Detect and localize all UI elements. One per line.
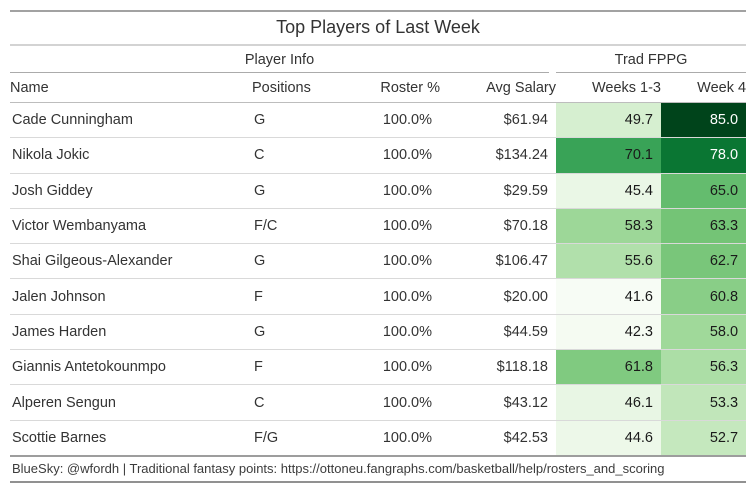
player-name-cell: James Harden (10, 314, 252, 351)
week-4-heat-cell: 53.3 (661, 384, 747, 421)
weeks-1-3-heat-cell: 44.6 (556, 420, 661, 457)
table-body: Cade Cunningham G 100.0% $61.94 49.7 85.… (10, 102, 747, 457)
group-header-player-info: Player Info (10, 45, 556, 73)
player-name-cell: Giannis Antetokounmpo (10, 349, 252, 386)
player-name-cell: Scottie Barnes (10, 420, 252, 457)
positions-cell: G (252, 102, 340, 139)
weeks-1-3-heat-cell: 70.1 (556, 137, 661, 174)
avg-salary-cell: $61.94 (440, 102, 556, 139)
avg-salary-cell: $20.00 (440, 278, 556, 315)
top-players-table: Top Players of Last Week Player Info Tra… (10, 10, 747, 483)
week-4-heat-cell: 52.7 (661, 420, 747, 457)
player-name-cell: Cade Cunningham (10, 102, 252, 139)
column-header-row: Name Positions Roster % Avg Salary Weeks… (10, 73, 747, 103)
avg-salary-cell: $118.18 (440, 349, 556, 386)
table-row: Nikola Jokic C 100.0% $134.24 70.1 78.0 (10, 137, 747, 174)
roster-pct-cell: 100.0% (340, 384, 440, 421)
player-name-cell: Victor Wembanyama (10, 208, 252, 245)
footer-row: BlueSky: @wfordh | Traditional fantasy p… (10, 455, 747, 483)
positions-cell: C (252, 137, 340, 174)
group-header-trad-fppg-label: Trad FPPG (556, 46, 747, 73)
roster-pct-cell: 100.0% (340, 349, 440, 386)
weeks-1-3-heat-cell: 49.7 (556, 102, 661, 139)
title-row: Top Players of Last Week (10, 10, 747, 46)
roster-pct-cell: 100.0% (340, 278, 440, 315)
roster-pct-cell: 100.0% (340, 420, 440, 457)
table-row: Alperen Sengun C 100.0% $43.12 46.1 53.3 (10, 384, 747, 421)
week-4-heat-cell: 56.3 (661, 349, 747, 386)
week-4-heat-cell: 58.0 (661, 314, 747, 351)
weeks-1-3-heat-cell: 45.4 (556, 173, 661, 209)
player-name-cell: Jalen Johnson (10, 278, 252, 315)
weeks-1-3-heat-cell: 55.6 (556, 243, 661, 280)
week-4-heat-cell: 78.0 (661, 137, 747, 174)
week-4-heat-cell: 62.7 (661, 243, 747, 280)
week-4-heat-cell: 85.0 (661, 102, 747, 139)
column-header-week-4: Week 4 (661, 73, 747, 103)
column-header-weeks-1-3: Weeks 1-3 (556, 73, 661, 103)
roster-pct-cell: 100.0% (340, 208, 440, 245)
column-header-roster-pct: Roster % (340, 73, 440, 103)
weeks-1-3-heat-cell: 41.6 (556, 278, 661, 315)
player-name-cell: Josh Giddey (10, 173, 252, 209)
positions-cell: G (252, 243, 340, 280)
weeks-1-3-heat-cell: 58.3 (556, 208, 661, 245)
week-4-heat-cell: 60.8 (661, 278, 747, 315)
table-title: Top Players of Last Week (10, 10, 747, 46)
player-name-cell: Nikola Jokic (10, 137, 252, 174)
player-name-cell: Alperen Sengun (10, 384, 252, 421)
table-row: Victor Wembanyama F/C 100.0% $70.18 58.3… (10, 208, 747, 245)
avg-salary-cell: $29.59 (440, 173, 556, 209)
footer-note: BlueSky: @wfordh | Traditional fantasy p… (10, 455, 747, 483)
column-group-row: Player Info Trad FPPG (10, 45, 747, 73)
group-header-player-info-label: Player Info (10, 46, 549, 73)
column-header-name: Name (10, 73, 252, 103)
column-header-positions: Positions (252, 73, 340, 103)
table-row: Josh Giddey G 100.0% $29.59 45.4 65.0 (10, 173, 747, 209)
table-row: Cade Cunningham G 100.0% $61.94 49.7 85.… (10, 102, 747, 139)
table-row: Giannis Antetokounmpo F 100.0% $118.18 6… (10, 349, 747, 386)
avg-salary-cell: $42.53 (440, 420, 556, 457)
positions-cell: F (252, 278, 340, 315)
roster-pct-cell: 100.0% (340, 102, 440, 139)
avg-salary-cell: $70.18 (440, 208, 556, 245)
table-row: Scottie Barnes F/G 100.0% $42.53 44.6 52… (10, 420, 747, 457)
roster-pct-cell: 100.0% (340, 173, 440, 209)
avg-salary-cell: $44.59 (440, 314, 556, 351)
roster-pct-cell: 100.0% (340, 243, 440, 280)
positions-cell: G (252, 314, 340, 351)
table-row: Shai Gilgeous-Alexander G 100.0% $106.47… (10, 243, 747, 280)
weeks-1-3-heat-cell: 42.3 (556, 314, 661, 351)
week-4-heat-cell: 65.0 (661, 173, 747, 209)
roster-pct-cell: 100.0% (340, 137, 440, 174)
column-header-avg-salary: Avg Salary (440, 73, 556, 103)
positions-cell: F/C (252, 208, 340, 245)
player-name-cell: Shai Gilgeous-Alexander (10, 243, 252, 280)
positions-cell: G (252, 173, 340, 209)
positions-cell: F/G (252, 420, 340, 457)
week-4-heat-cell: 63.3 (661, 208, 747, 245)
group-header-trad-fppg: Trad FPPG (556, 45, 747, 73)
table-row: James Harden G 100.0% $44.59 42.3 58.0 (10, 314, 747, 351)
avg-salary-cell: $134.24 (440, 137, 556, 174)
weeks-1-3-heat-cell: 46.1 (556, 384, 661, 421)
avg-salary-cell: $43.12 (440, 384, 556, 421)
roster-pct-cell: 100.0% (340, 314, 440, 351)
weeks-1-3-heat-cell: 61.8 (556, 349, 661, 386)
positions-cell: F (252, 349, 340, 386)
avg-salary-cell: $106.47 (440, 243, 556, 280)
positions-cell: C (252, 384, 340, 421)
table-row: Jalen Johnson F 100.0% $20.00 41.6 60.8 (10, 278, 747, 315)
